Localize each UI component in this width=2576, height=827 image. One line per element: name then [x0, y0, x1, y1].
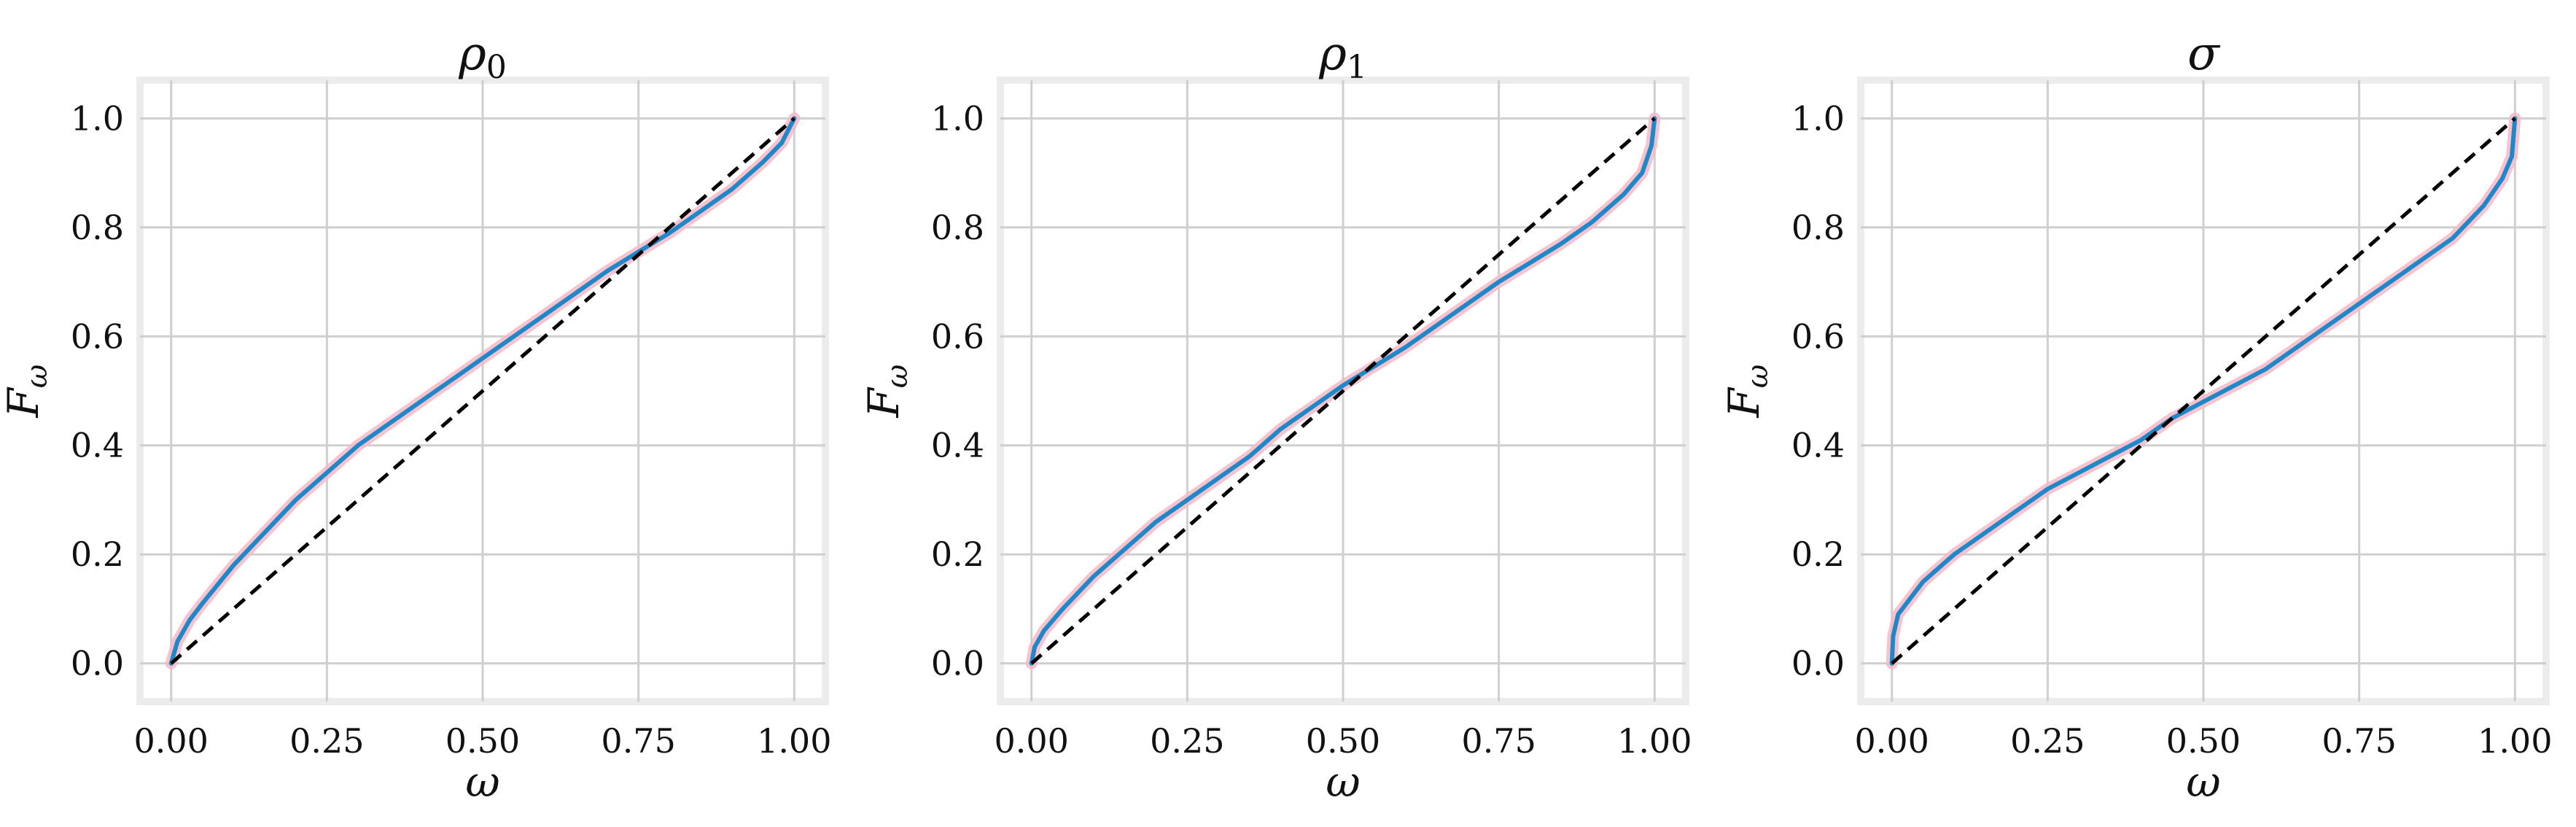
x-tick-label: 0.75 [601, 721, 675, 761]
estimate-line [168, 116, 797, 666]
y-tick-label: 0.8 [71, 208, 124, 247]
y-tick-label: 0.0 [71, 644, 124, 683]
x-axis-label: ω [1326, 757, 1360, 807]
x-tick-label: 0.00 [995, 721, 1069, 761]
x-tick-label: 0.75 [2322, 721, 2396, 761]
estimate-line [1029, 116, 1657, 666]
x-tick-label: 0.25 [2010, 721, 2085, 761]
estimate-line [1889, 116, 2518, 666]
y-tick-label: 0.2 [71, 535, 124, 574]
y-tick-label: 0.2 [931, 535, 984, 574]
x-tick-label: 0.50 [1306, 721, 1380, 761]
reference-line [1891, 117, 2516, 665]
y-tick-label: 0.0 [1791, 644, 1845, 683]
y-axis-label: Fω [859, 365, 914, 419]
y-tick-label: 0.6 [71, 317, 124, 356]
y-tick-label: 0.0 [931, 644, 984, 683]
reference-line [170, 117, 795, 665]
panel-1: 0.00 0.25 0.50 0.75 1.00 0.0 0.2 0.4 0.6 0.8 1.0 ρ0… [0, 27, 831, 807]
panel-title: σ [2187, 27, 2221, 81]
x-tick-label: 0.75 [1461, 721, 1536, 761]
x-tick-label: 1.00 [2478, 721, 2552, 761]
x-tick-label: 0.50 [2166, 721, 2241, 761]
y-tick-label: 0.8 [931, 208, 984, 247]
x-tick-label: 0.00 [1855, 721, 1929, 761]
y-tick-label: 0.8 [1791, 208, 1845, 247]
x-tick-label: 0.25 [1150, 721, 1224, 761]
y-tick-label: 1.0 [1791, 98, 1845, 138]
y-tick-label: 0.2 [1791, 535, 1845, 574]
y-tick-label: 0.4 [1791, 426, 1845, 465]
panel-3: 0.00 0.25 0.50 0.75 1.00 0.0 0.2 0.4 0.6 0.8 1.0 σ ω… [1719, 27, 2552, 807]
x-axis-label: ω [2186, 757, 2220, 807]
y-tick-label: 0.4 [931, 426, 984, 465]
y-tick-label: 1.0 [71, 98, 124, 138]
y-axis-label: Fω [1719, 365, 1775, 419]
y-tick-label: 0.6 [1791, 317, 1845, 356]
y-axis-label: Fω [0, 365, 54, 419]
panel-title: ρ0 [458, 27, 507, 86]
reference-line [1030, 117, 1656, 665]
x-tick-label: 1.00 [1617, 721, 1692, 761]
y-tick-label: 1.0 [931, 98, 984, 138]
x-tick-label: 1.00 [757, 721, 831, 761]
x-tick-label: 0.50 [445, 721, 520, 761]
x-axis-label: ω [465, 757, 499, 807]
panel-title: ρ1 [1318, 27, 1367, 86]
y-tick-label: 0.6 [931, 317, 984, 356]
x-tick-label: 0.00 [134, 721, 209, 761]
x-tick-label: 0.25 [289, 721, 364, 761]
panel-2: 0.00 0.25 0.50 0.75 1.00 0.0 0.2 0.4 0.6 0.8 1.0 ρ1… [859, 27, 1692, 807]
y-tick-label: 0.4 [71, 426, 124, 465]
